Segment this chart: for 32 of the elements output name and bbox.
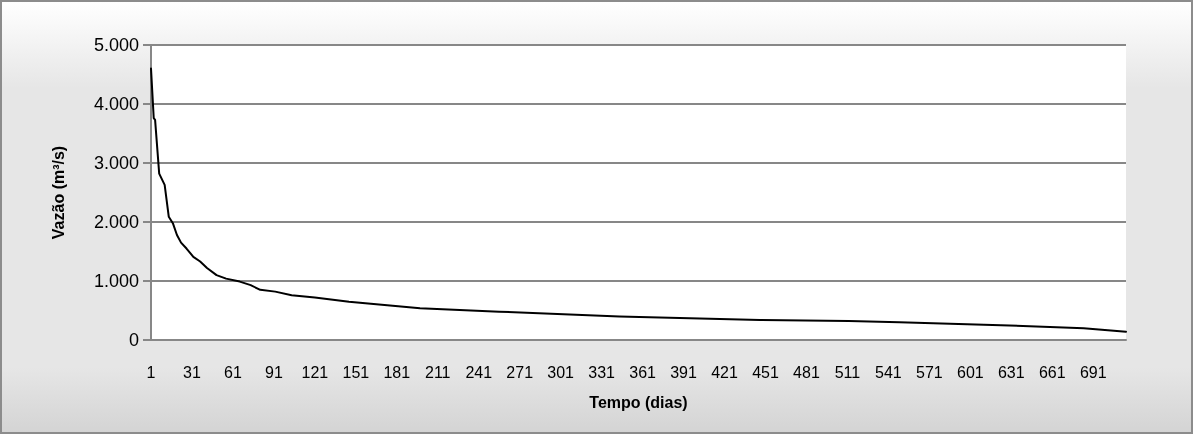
y-tick-label: 3.000	[93, 153, 139, 173]
x-tick-label: 61	[224, 363, 242, 381]
x-tick-label: 151	[342, 363, 370, 381]
x-tick-label: 121	[301, 363, 329, 381]
y-tick-label: 0	[128, 330, 139, 350]
x-tick-label: 691	[1079, 363, 1107, 381]
x-tick-label: 631	[997, 363, 1025, 381]
x-tick-label: 481	[793, 363, 820, 381]
x-tick-label: 601	[956, 363, 984, 381]
y-tick-label: 2.000	[93, 212, 139, 232]
x-tick-label: 451	[752, 363, 779, 381]
y-tick-label: 1.000	[93, 271, 139, 291]
y-tick-label: 4.000	[93, 94, 139, 114]
y-axis-title: Vazão (m³/s)	[49, 145, 67, 240]
x-tick-label: 271	[506, 363, 534, 381]
x-tick-label: 661	[1038, 363, 1066, 381]
x-tick-label: 301	[547, 363, 575, 381]
x-tick-label: 211	[425, 363, 451, 381]
x-tick-label: 421	[711, 363, 738, 381]
x-tick-label: 91	[265, 363, 283, 381]
x-tick-label: 391	[670, 363, 698, 381]
x-tick-label: 31	[183, 363, 201, 381]
x-tick-label: 331	[588, 363, 616, 381]
x-axis-title: Tempo (dias)	[589, 393, 688, 411]
x-tick-label: 541	[875, 363, 902, 381]
x-tick-label: 511	[834, 363, 861, 381]
x-tick-label: 241	[465, 363, 493, 381]
x-tick-label: 571	[916, 363, 943, 381]
x-tick-label: 361	[629, 363, 657, 381]
x-tick-label: 1	[146, 363, 156, 381]
y-tick-label: 5.000	[93, 35, 139, 55]
x-tick-label: 181	[383, 363, 411, 381]
